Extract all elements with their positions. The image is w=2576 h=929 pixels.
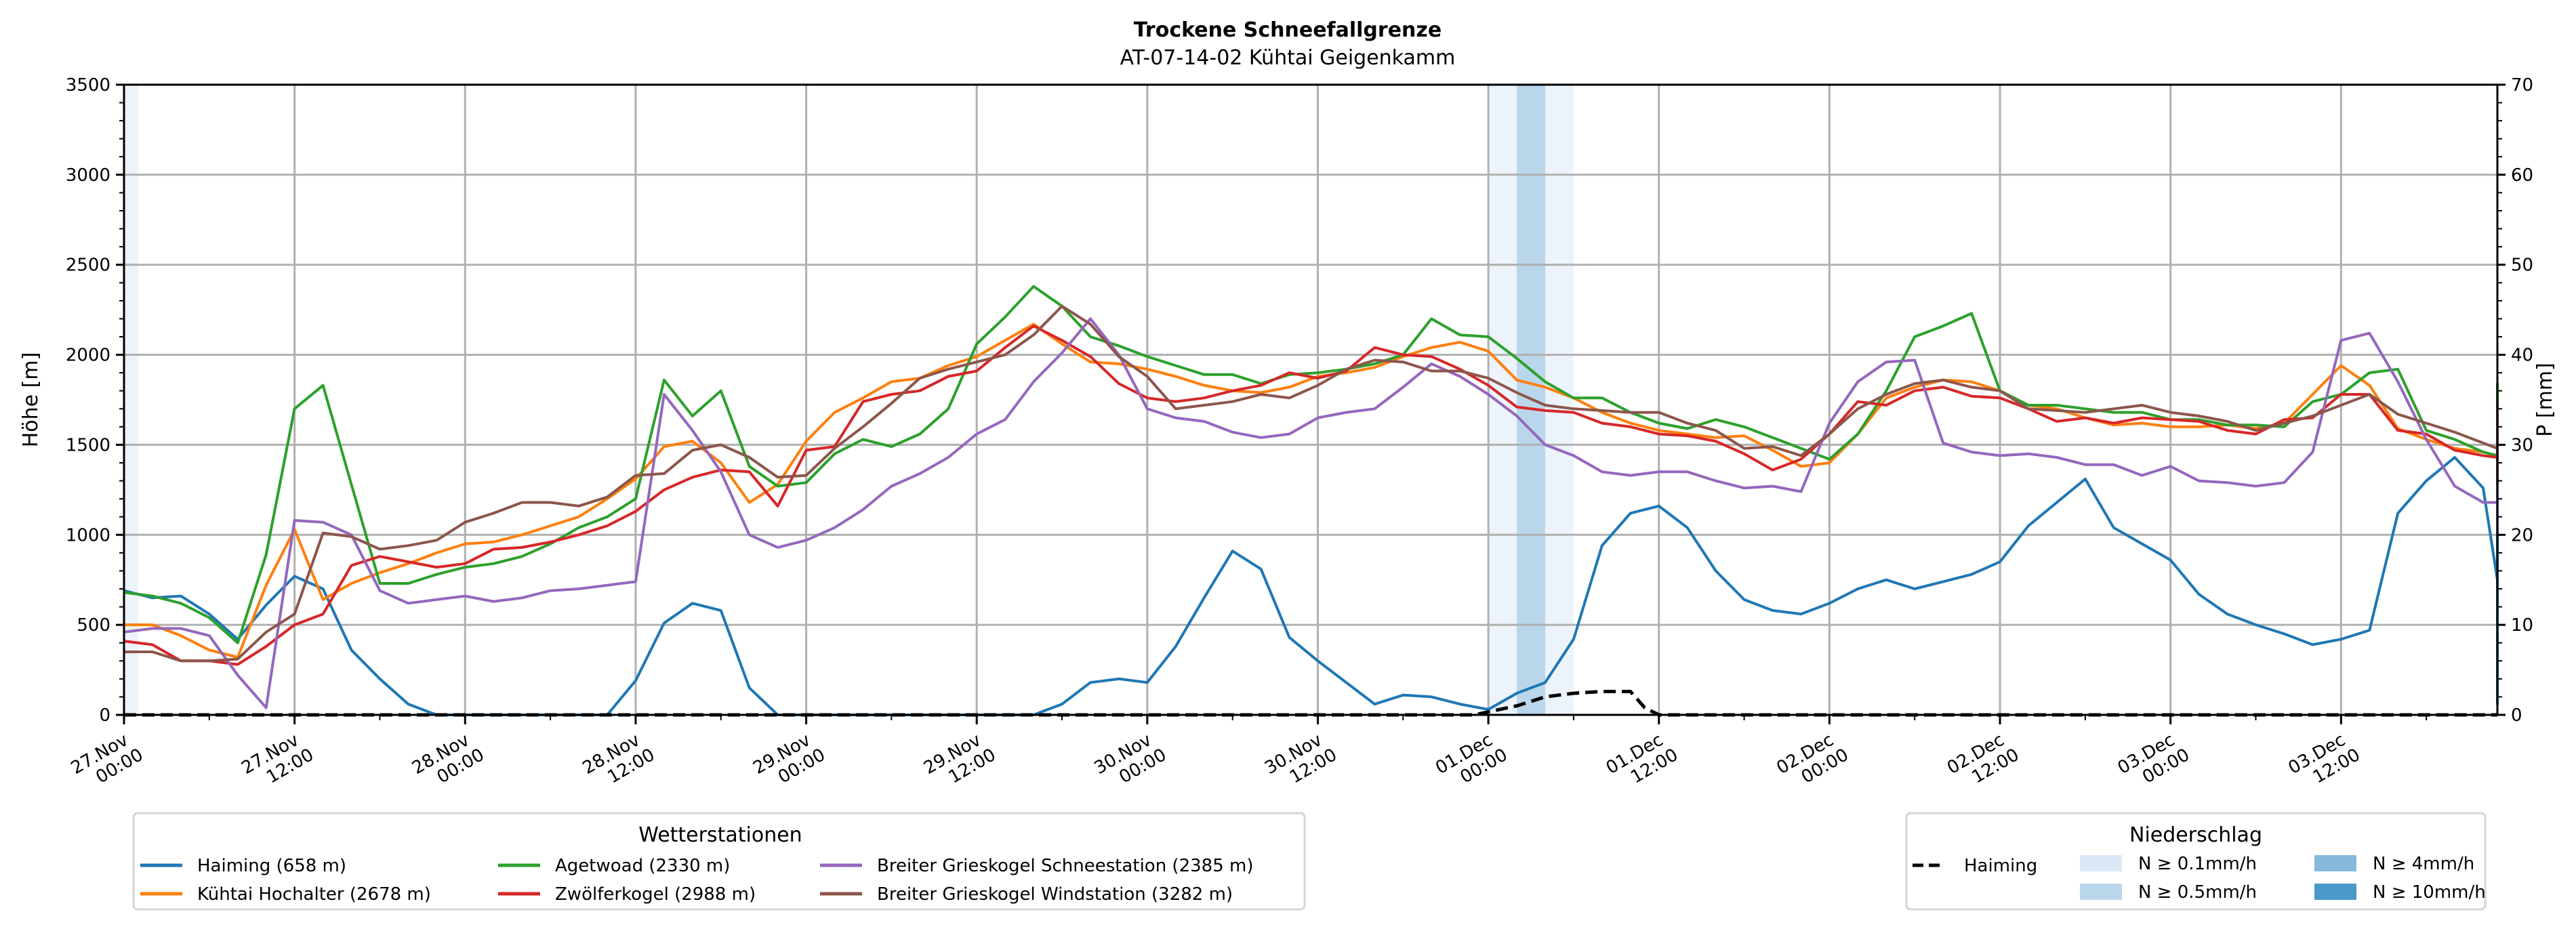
y-right-tick-label: 70 [2511, 75, 2533, 96]
series-line-5 [124, 304, 2499, 663]
legend-label-0: Haiming (658 m) [197, 856, 346, 876]
y-tick-label: 500 [77, 615, 110, 636]
legend-precip-label-0: N ≥ 0.1mm/h [2138, 854, 2257, 874]
legend-precip-label-3: N ≥ 10mm/h [2373, 882, 2486, 903]
legend-precip-swatch-1 [2080, 884, 2122, 900]
series-lines [123, 285, 2499, 716]
y-tick-label: 1500 [66, 435, 110, 455]
y-tick-label: 3000 [66, 165, 110, 186]
precip-band [1488, 85, 1517, 715]
y-right-tick-label: 60 [2511, 165, 2533, 186]
legend-precip-title: Niederschlag [2129, 823, 2262, 847]
y-tick-label: 2500 [66, 255, 110, 276]
legend-precip: Niederschlag Haiming N ≥ 0.1mm/h N ≥ 0.5m… [1905, 812, 2487, 911]
legend-precip-swatch-2 [2314, 855, 2356, 871]
y-right-tick-label: 0 [2511, 705, 2522, 726]
precip-line-haiming [124, 690, 2497, 717]
y-axis-label: Höhe [m] [19, 352, 43, 448]
legend-precip-label-1: N ≥ 0.5mm/h [2138, 882, 2257, 903]
legend-label-2: Agetwoad (2330 m) [555, 856, 730, 876]
series-line-2 [123, 285, 2499, 644]
legend-label-4: Breiter Grieskogel Schneestation (2385 m… [877, 856, 1253, 876]
legend-label-1: Kühtai Hochalter (2678 m) [197, 884, 431, 905]
precip-line [124, 690, 2497, 717]
y-axis-right-label: P [mm] [2533, 363, 2557, 436]
y-right-tick-label: 40 [2511, 346, 2533, 366]
series-line-3 [123, 325, 2499, 666]
y-right-tick-label: 30 [2511, 435, 2533, 455]
legend-precip-swatch-3 [2314, 884, 2356, 900]
chart-title: Trockene Schneefallgrenze [1134, 18, 1442, 42]
y-axis-left: 0 500 1000 1500 2000 2500 3000 3500 [66, 75, 124, 726]
y-axis-right: 0 10 20 30 40 50 60 70 [2497, 75, 2533, 726]
y-right-tick-label: 10 [2511, 615, 2533, 636]
y-tick-label: 0 [99, 705, 110, 726]
precip-band [124, 85, 138, 715]
axes [123, 83, 2499, 716]
precip-bands [124, 85, 1574, 715]
series-line-1 [124, 323, 2499, 659]
plot-frame [123, 83, 2499, 716]
series-line-4 [123, 317, 2499, 709]
series-line-0 [123, 456, 2499, 716]
legend-stations: Wetterstationen Haiming (658 m) Kühtai Ho… [132, 812, 1306, 911]
legend-precip-label-2: N ≥ 4mm/h [2373, 854, 2474, 874]
grid [124, 85, 2497, 715]
precip-band [1545, 85, 1574, 715]
legend-label-3: Zwölferkogel (2988 m) [555, 884, 756, 905]
y-tick-label: 2000 [66, 346, 110, 366]
legend-stations-title: Wetterstationen [638, 823, 802, 847]
y-right-tick-label: 50 [2511, 255, 2533, 276]
chart-subtitle: AT-07-14-02 Kühtai Geigenkamm [1120, 46, 1456, 70]
legend-precip-line-label: Haiming [1964, 856, 2037, 876]
y-right-tick-label: 20 [2511, 525, 2533, 545]
y-tick-label: 1000 [66, 525, 110, 545]
y-tick-label: 3500 [66, 75, 110, 96]
legend-precip-swatch-0 [2080, 855, 2122, 871]
legend-label-5: Breiter Grieskogel Windstation (3282 m) [877, 884, 1233, 905]
